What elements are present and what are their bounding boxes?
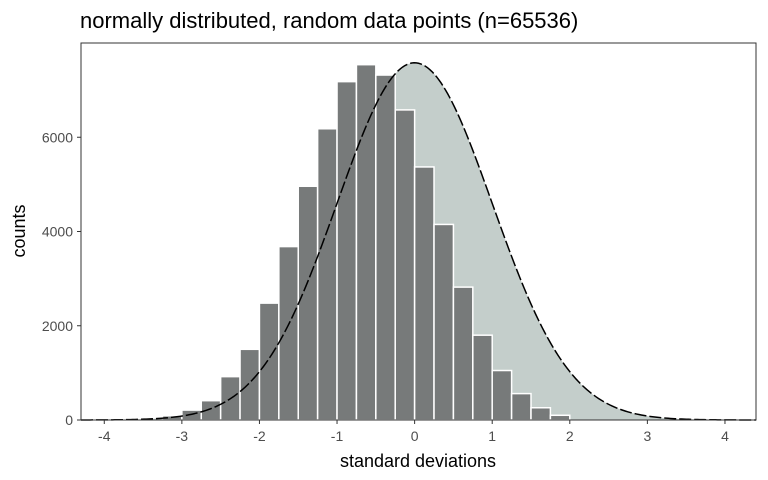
x-tick-label: 1 <box>488 428 496 444</box>
histogram-bar <box>472 334 493 421</box>
histogram-bar <box>375 74 396 421</box>
y-tick-label: 0 <box>65 412 73 428</box>
histogram-bar <box>433 223 455 421</box>
histogram-bar <box>530 406 552 421</box>
histogram-bar <box>413 166 435 421</box>
chart-title: normally distributed, random data points… <box>80 8 578 33</box>
histogram-bar <box>491 369 513 421</box>
histogram-bar <box>297 185 319 421</box>
x-tick-label: -2 <box>253 428 266 444</box>
histogram-bar <box>355 63 377 421</box>
density-curve <box>80 62 757 421</box>
histogram-bar <box>258 302 280 421</box>
x-tick-label: 0 <box>411 428 419 444</box>
x-axis-title: standard deviations <box>340 451 496 471</box>
x-tick-label: 3 <box>643 428 651 444</box>
histogram-bar <box>181 409 203 421</box>
plot-area: -4 -3 -2 -1 0 1 2 3 4 0 2000 4000 6000 <box>42 42 757 444</box>
x-tick-label: 2 <box>566 428 574 444</box>
x-tick-label: -4 <box>98 428 111 444</box>
histogram-bar <box>452 286 474 421</box>
histogram-bar <box>336 80 358 421</box>
histogram-bar <box>278 245 299 421</box>
y-tick-label: 4000 <box>42 224 73 240</box>
y-tick-label: 2000 <box>42 318 73 334</box>
y-tick-label: 6000 <box>42 129 73 145</box>
x-tick-label: -1 <box>331 428 344 444</box>
histogram-bar <box>316 128 338 421</box>
x-tick-label: 4 <box>721 428 729 444</box>
histogram-bar <box>394 109 416 421</box>
histogram-bar <box>549 414 571 421</box>
y-axis-title: counts <box>9 204 29 257</box>
histogram-bar <box>510 392 532 421</box>
x-tick-label: -3 <box>176 428 189 444</box>
histogram-bar <box>239 348 261 421</box>
